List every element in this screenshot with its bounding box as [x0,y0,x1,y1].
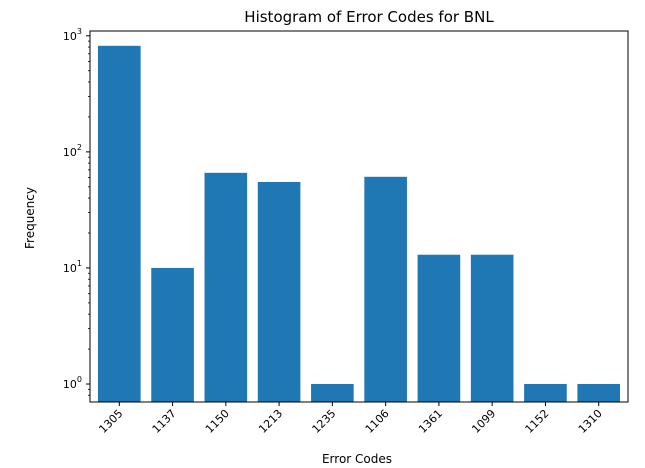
y-axis-label: Frequency [23,187,37,249]
bar [151,267,194,402]
x-axis-label: Error Codes [322,452,392,466]
y-tick-label: 102 [63,143,82,159]
bar [524,384,567,402]
bar [417,254,461,402]
bar [364,176,407,402]
bar [577,384,621,402]
bar [311,384,354,402]
y-tick-label: 101 [63,259,82,275]
bar [257,182,301,402]
bar [97,45,141,402]
bar [204,172,248,402]
y-tick-label: 103 [63,27,82,43]
plot-frame [89,30,629,403]
bar [470,254,514,402]
y-tick-label: 100 [63,375,82,391]
chart-title: Histogram of Error Codes for BNL [244,8,494,26]
